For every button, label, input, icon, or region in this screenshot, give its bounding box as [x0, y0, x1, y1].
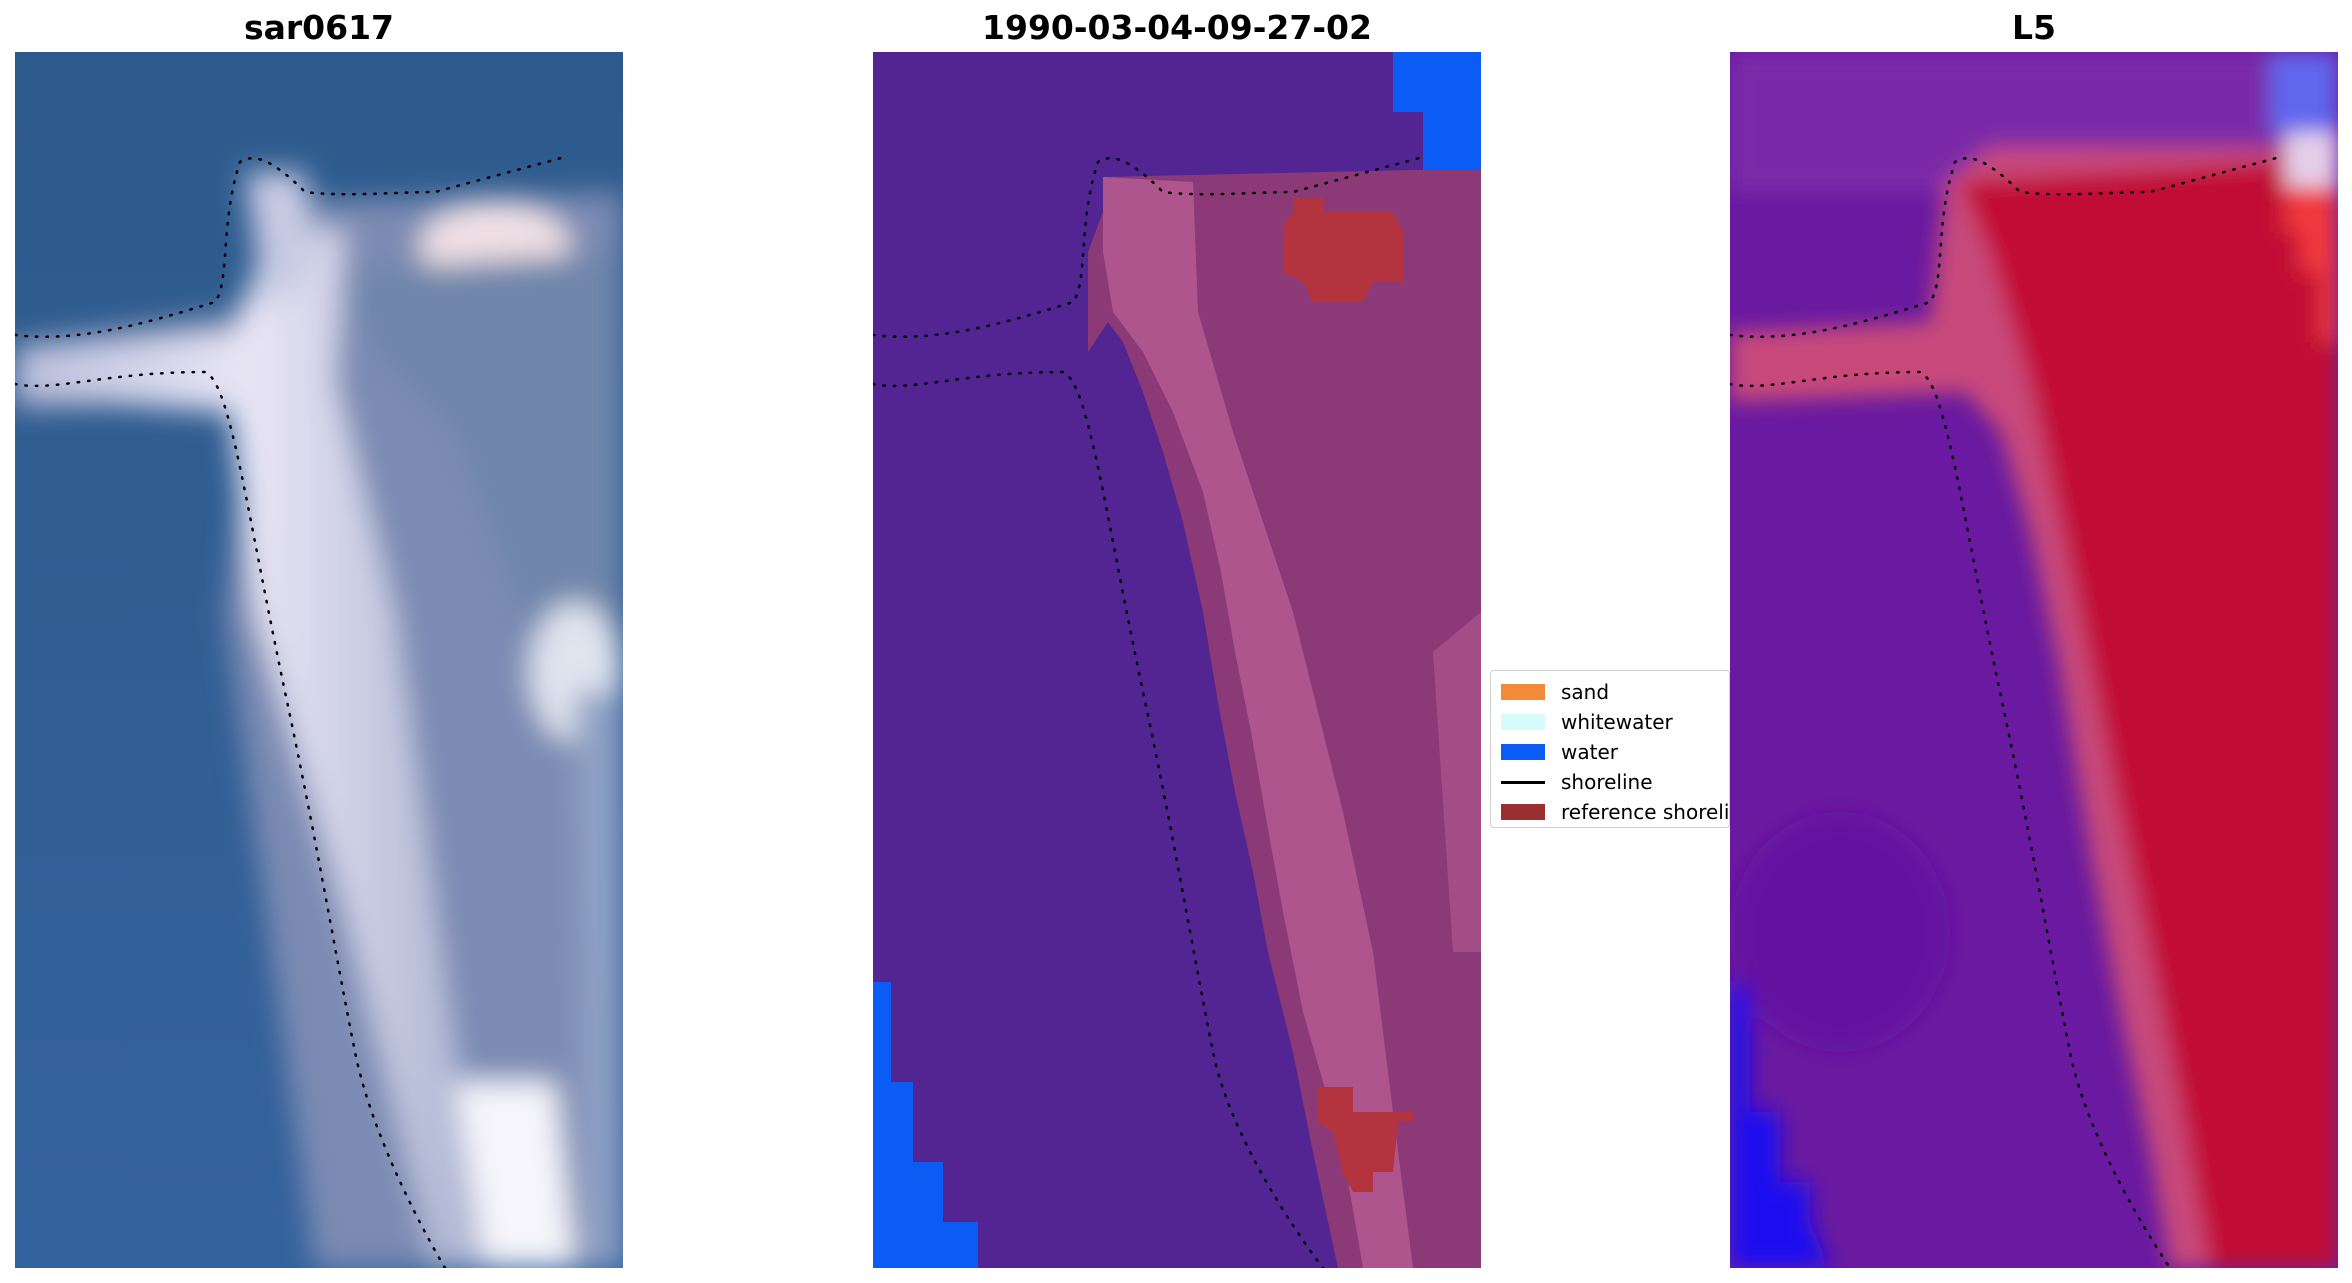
probability-panel — [1730, 52, 2338, 1268]
legend-swatch-reference-shoreline — [1501, 804, 1545, 820]
rgb-image — [15, 52, 623, 1268]
legend-label: sand — [1561, 680, 1610, 704]
legend-item-reference-shoreline: reference shoreline — [1501, 797, 1729, 827]
legend-label: reference shoreline — [1561, 800, 1730, 824]
legend-swatch-whitewater — [1501, 714, 1545, 730]
legend-label: water — [1561, 740, 1618, 764]
panel-title-rgb: sar0617 — [243, 8, 395, 47]
shoreline-rgb — [15, 155, 567, 1268]
panel-title-probability: L5 — [2012, 8, 2056, 47]
legend-line-shoreline — [1501, 780, 1545, 784]
classification-panel — [873, 52, 1481, 1268]
legend-label: shoreline — [1561, 770, 1653, 794]
legend-swatch-water — [1501, 744, 1545, 760]
legend-swatch-sand — [1501, 684, 1545, 700]
probability-image — [1730, 52, 2338, 1268]
classification-image — [873, 52, 1481, 1268]
shoreline-classification — [873, 155, 1425, 1268]
legend-item-water: water — [1501, 737, 1729, 767]
rgb-image-panel — [15, 52, 623, 1268]
legend-label: whitewater — [1561, 710, 1673, 734]
legend-item-whitewater: whitewater — [1501, 707, 1729, 737]
legend: sand whitewater water shoreline referenc… — [1490, 670, 1730, 828]
legend-item-sand: sand — [1501, 677, 1729, 707]
shoreline-probability — [1730, 155, 2282, 1268]
panel-title-classification: 1990-03-04-09-27-02 — [982, 8, 1372, 47]
legend-item-shoreline: shoreline — [1501, 767, 1729, 797]
